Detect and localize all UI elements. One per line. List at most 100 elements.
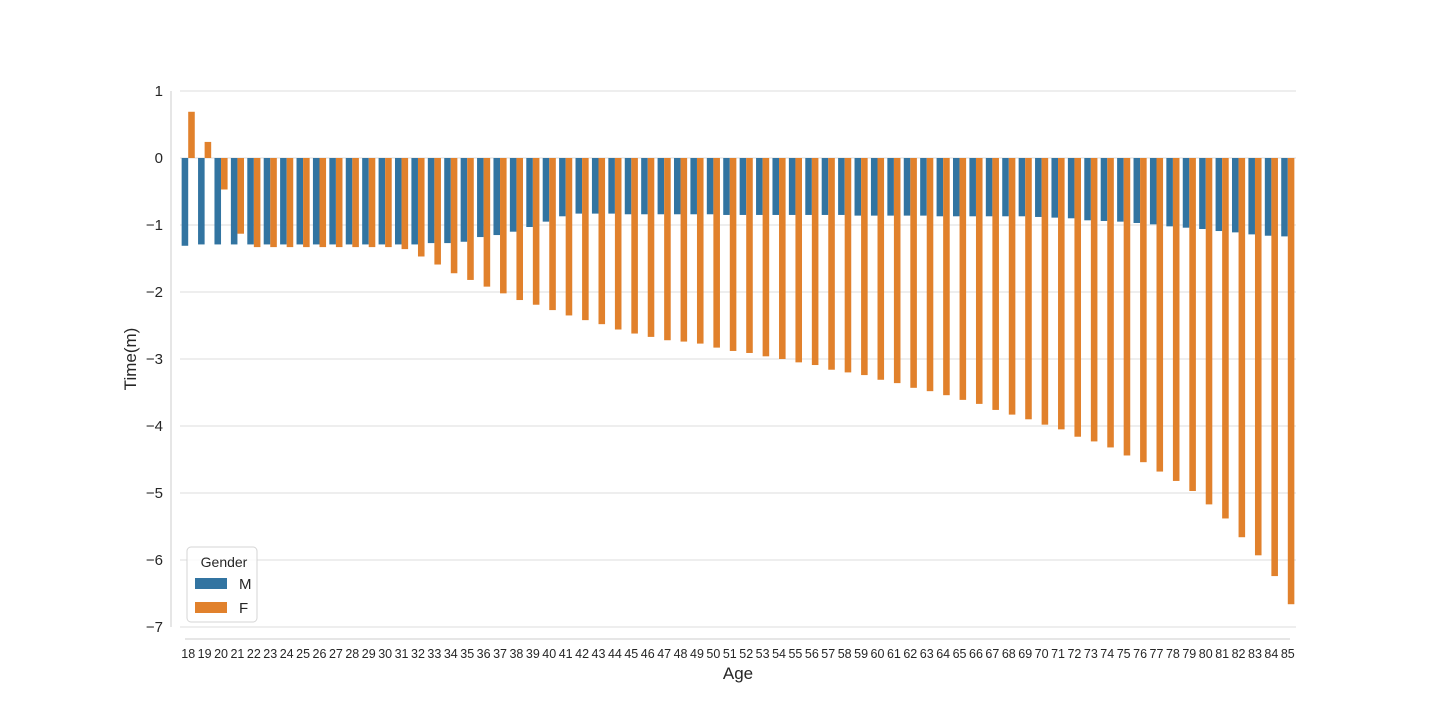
x-tick-label: 29	[362, 647, 376, 661]
x-tick-label: 65	[953, 647, 967, 661]
bar-F-60	[877, 158, 885, 380]
bar-F-80	[1205, 158, 1213, 505]
x-tick-label: 39	[526, 647, 540, 661]
bar-M-51	[723, 158, 730, 215]
x-tick-label: 55	[788, 647, 802, 661]
bar-F-45	[631, 158, 638, 334]
bar-F-73	[1090, 158, 1098, 442]
bar-M-31	[394, 158, 402, 245]
x-tick-label: 18	[181, 647, 195, 661]
x-tick-label: 59	[854, 647, 868, 661]
bar-M-25	[296, 158, 304, 245]
x-tick-label: 22	[247, 647, 261, 661]
bar-M-70	[1035, 158, 1042, 217]
x-tick-label: 78	[1166, 647, 1180, 661]
bar-M-69	[1018, 158, 1026, 217]
bar-M-83	[1248, 158, 1255, 235]
bar-F-27	[335, 158, 343, 248]
x-tick-label: 20	[214, 647, 228, 661]
bar-M-65	[952, 158, 960, 217]
bar-M-79	[1182, 158, 1190, 228]
bar-F-23	[270, 158, 277, 248]
bar-F-51	[729, 158, 737, 351]
x-tick-label: 34	[444, 647, 458, 661]
bar-M-52	[739, 158, 747, 215]
bar-F-57	[828, 158, 835, 370]
x-tick-label: 54	[772, 647, 786, 661]
bar-F-42	[582, 158, 589, 321]
x-axis-label: Age	[723, 664, 753, 683]
bar-M-58	[838, 158, 845, 215]
bar-F-83	[1254, 158, 1262, 556]
x-tick-label: 24	[280, 647, 294, 661]
bar-F-38	[516, 158, 524, 301]
bar-M-40	[542, 158, 550, 222]
x-tick-label: 82	[1232, 647, 1246, 661]
bar-F-50	[713, 158, 720, 348]
bar-M-74	[1100, 158, 1108, 221]
bar-M-72	[1067, 158, 1075, 219]
bar-F-43	[598, 158, 606, 325]
bar-M-59	[854, 158, 862, 216]
y-tick-label: −5	[146, 485, 163, 502]
legend: Gender MF	[186, 546, 258, 623]
bar-M-50	[706, 158, 714, 215]
bar-F-72	[1074, 158, 1082, 437]
x-tick-label: 85	[1281, 647, 1295, 661]
y-tick-label: −4	[146, 418, 163, 435]
x-tick-label: 30	[378, 647, 392, 661]
x-tick-label: 84	[1264, 647, 1278, 661]
x-tick-label: 77	[1150, 647, 1164, 661]
x-tick-label: 25	[296, 647, 310, 661]
y-axis-label: Time(m)	[121, 328, 140, 391]
x-tick-label: 19	[198, 647, 212, 661]
bar-M-64	[936, 158, 944, 217]
y-tick-label: −7	[146, 619, 163, 636]
bar-F-64	[943, 158, 950, 396]
bar-M-29	[362, 158, 369, 245]
bar-F-79	[1189, 158, 1196, 491]
bar-F-32	[417, 158, 425, 257]
bar-M-41	[559, 158, 566, 217]
bar-M-23	[263, 158, 271, 245]
x-tick-label: 79	[1182, 647, 1196, 661]
x-tick-label: 71	[1051, 647, 1065, 661]
bar-F-54	[779, 158, 786, 359]
bar-F-21	[237, 158, 245, 234]
legend-swatch-M	[195, 578, 227, 589]
y-tick-label: −1	[146, 217, 163, 234]
bar-F-35	[467, 158, 474, 280]
bar-F-40	[549, 158, 556, 311]
bar-M-53	[756, 158, 763, 215]
bar-M-34	[444, 158, 451, 244]
x-tick-label: 50	[706, 647, 720, 661]
bar-F-36	[483, 158, 491, 287]
x-tick-label: 46	[641, 647, 655, 661]
bar-F-68	[1008, 158, 1016, 415]
bar-M-27	[329, 158, 336, 245]
bar-F-56	[811, 158, 819, 366]
x-tick-label: 43	[592, 647, 606, 661]
x-tick-label: 44	[608, 647, 622, 661]
x-tick-label: 33	[427, 647, 441, 661]
bar-M-67	[985, 158, 993, 217]
bar-F-39	[532, 158, 540, 305]
x-tick-label: 40	[542, 647, 556, 661]
x-tick-label: 45	[624, 647, 638, 661]
x-tick-label: 57	[821, 647, 835, 661]
bar-F-49	[696, 158, 704, 344]
bar-F-44	[614, 158, 622, 330]
bar-M-36	[477, 158, 484, 238]
bar-M-55	[788, 158, 796, 215]
x-tick-label: 69	[1018, 647, 1032, 661]
bar-F-30	[385, 158, 392, 248]
bar-M-44	[608, 158, 615, 214]
bar-F-77	[1156, 158, 1164, 472]
bar-F-76	[1140, 158, 1147, 463]
bar-F-84	[1271, 158, 1278, 577]
x-tick-label: 36	[477, 647, 491, 661]
bar-M-45	[624, 158, 632, 215]
x-tick-label: 62	[903, 647, 917, 661]
bar-M-82	[1231, 158, 1239, 233]
bar-M-78	[1166, 158, 1173, 227]
